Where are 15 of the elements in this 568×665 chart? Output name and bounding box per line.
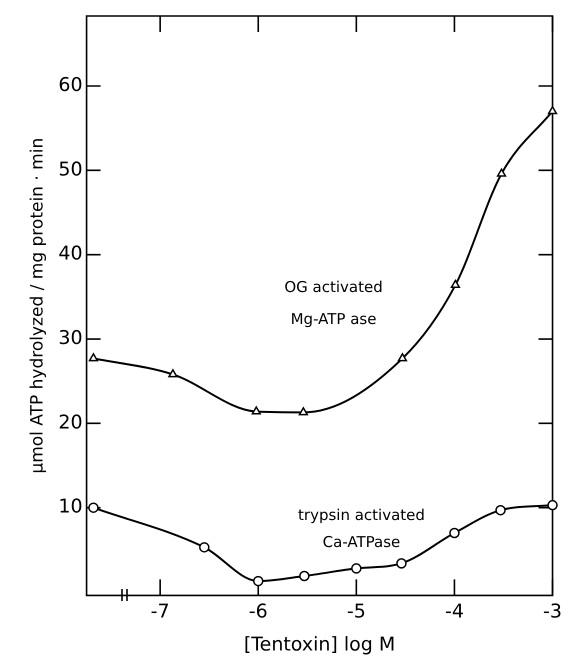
y-tick-label: 60	[58, 74, 83, 96]
y-tick-label: 40	[58, 242, 83, 265]
x-tick-label: -4	[444, 600, 464, 623]
x-tick-label: -7	[150, 600, 170, 623]
series-label: trypsin activated Ca-ATPase	[298, 506, 425, 552]
x-tick-label: -3	[543, 600, 562, 623]
x-tick-label: -5	[346, 600, 366, 623]
y-axis-title: μmol ATP hydrolyzed / mg protein · min	[28, 138, 48, 474]
x-tick-label: -6	[248, 600, 268, 623]
text: OG activated Mg-ATP ase	[284, 278, 383, 328]
y-tick-label: 20	[58, 411, 83, 434]
y-tick-label: 10	[58, 496, 83, 518]
y-tick-label: 50	[58, 158, 83, 180]
y-tick-label: 30	[58, 326, 83, 349]
x-axis-title: [Tentoxin] log M	[244, 634, 396, 656]
